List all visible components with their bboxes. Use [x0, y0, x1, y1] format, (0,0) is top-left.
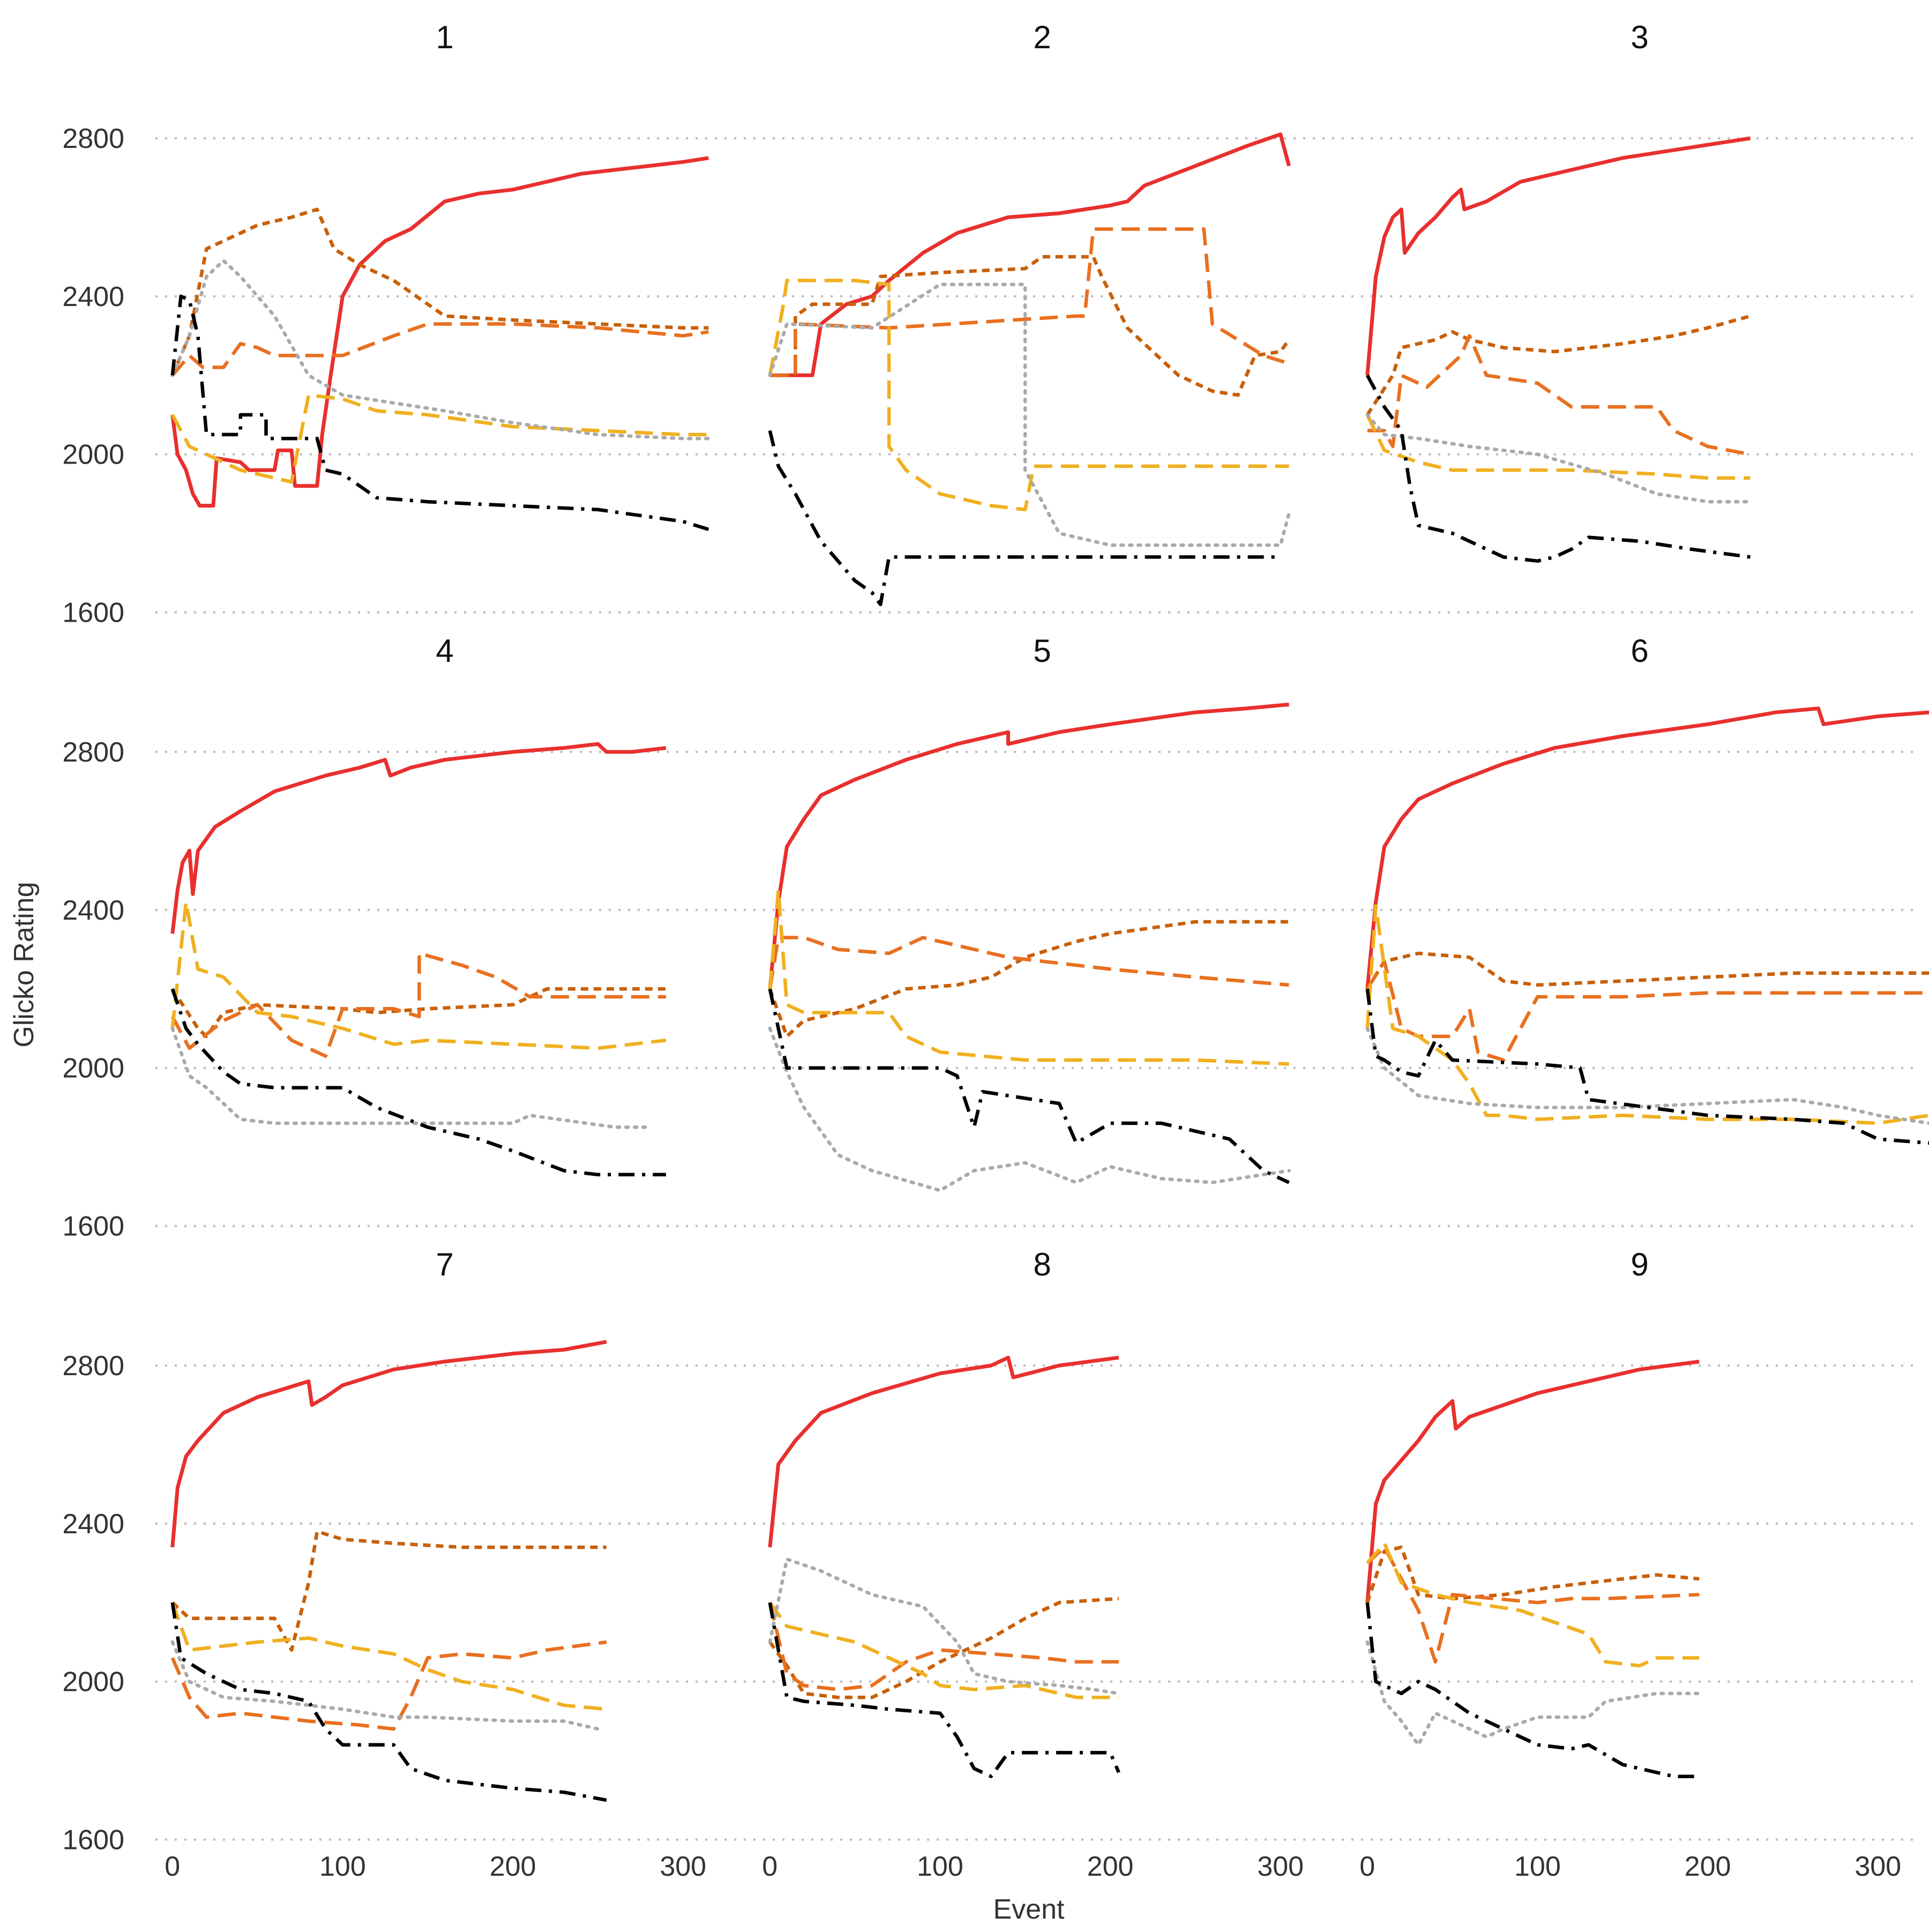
- series-line-facet-3-5: [1365, 413, 1752, 504]
- series-line-facet-7-5: [170, 1640, 600, 1731]
- x-tick-label: 300: [1257, 1851, 1304, 1882]
- x-tick-label: 200: [1087, 1851, 1134, 1882]
- series-line-facet-3-1: [1365, 136, 1751, 376]
- x-tick-label: 100: [1514, 1851, 1561, 1882]
- series-line-facet-9-1: [1365, 1360, 1700, 1603]
- y-tick-label: 2000: [62, 1667, 124, 1698]
- x-tick-label: 100: [319, 1851, 366, 1882]
- series-line-facet-3-6: [1365, 374, 1751, 563]
- series-line-facet-8-1: [768, 1355, 1119, 1548]
- y-tick-label: 2400: [62, 895, 124, 926]
- series-line-facet-1-6: [170, 294, 709, 531]
- lines-layer: [170, 132, 1929, 1802]
- y-tick-label: 2800: [62, 737, 124, 768]
- x-tick-label: 200: [1685, 1851, 1731, 1882]
- series-line-facet-9-5: [1365, 1640, 1701, 1747]
- series-line-facet-4-1: [170, 742, 667, 934]
- series-line-facet-9-3: [1366, 1545, 1700, 1664]
- y-tick-label: 1600: [62, 1211, 124, 1242]
- series-line-facet-7-3: [170, 1640, 607, 1731]
- facet-label-5: 5: [1033, 633, 1051, 669]
- series-line-facet-4-4: [170, 900, 667, 1050]
- series-line-facet-5-6: [768, 988, 1290, 1184]
- y-tick-label: 1600: [62, 1825, 124, 1856]
- series-line-facet-2-3: [769, 227, 1290, 377]
- series-line-facet-7-1: [170, 1340, 607, 1548]
- facet-label-4: 4: [436, 633, 453, 669]
- series-line-facet-6-1: [1365, 706, 1929, 989]
- facet-label-1: 1: [436, 19, 453, 55]
- series-line-facet-6-5: [1365, 1026, 1929, 1125]
- series-line-facet-2-1: [769, 132, 1291, 377]
- series-line-facet-6-6: [1365, 988, 1929, 1145]
- series-line-facet-8-6: [768, 1602, 1120, 1778]
- series-line-facet-5-1: [768, 703, 1289, 989]
- facet-label-3: 3: [1631, 19, 1648, 55]
- series-line-facet-5-2: [768, 920, 1289, 1039]
- x-tick-label: 200: [490, 1851, 536, 1882]
- series-line-facet-6-3: [1366, 959, 1929, 1062]
- series-line-facet-8-3: [768, 1602, 1119, 1691]
- series-line-facet-1-5: [170, 259, 711, 441]
- series-line-facet-5-3: [768, 936, 1289, 989]
- series-line-facet-1-3: [171, 322, 709, 377]
- y-tick-label: 2800: [62, 123, 124, 154]
- series-line-facet-8-5: [768, 1557, 1121, 1696]
- facet-label-2: 2: [1033, 19, 1051, 55]
- series-line-facet-1-1: [170, 156, 709, 508]
- series-line-facet-1-2: [170, 207, 709, 376]
- series-line-facet-8-2: [768, 1597, 1119, 1699]
- series-line-facet-8-4: [768, 1601, 1119, 1699]
- y-axis-label: Glicko Rating: [9, 882, 40, 1047]
- series-line-facet-9-4: [1366, 1541, 1700, 1668]
- facet-label-7: 7: [436, 1247, 453, 1282]
- facet-label-9: 9: [1631, 1247, 1648, 1282]
- series-line-facet-4-5: [170, 1026, 651, 1129]
- series-line-facet-5-4: [768, 888, 1289, 1066]
- series-line-facet-1-4: [170, 393, 709, 484]
- y-tick-label: 2800: [62, 1351, 124, 1382]
- facet-label-8: 8: [1033, 1247, 1051, 1282]
- x-axis-label: Event: [993, 1894, 1065, 1925]
- series-line-facet-2-6: [768, 430, 1281, 607]
- series-line-facet-3-3: [1367, 334, 1751, 456]
- series-line-facet-2-4: [768, 279, 1289, 512]
- x-tick-label: 0: [1359, 1851, 1375, 1882]
- series-line-facet-9-2: [1365, 1545, 1700, 1603]
- series-line-facet-4-3: [170, 951, 666, 1058]
- series-line-facet-7-2: [171, 1530, 607, 1652]
- series-line-facet-2-5: [768, 282, 1291, 547]
- x-tick-label: 300: [1855, 1851, 1901, 1882]
- x-tick-label: 0: [762, 1851, 777, 1882]
- series-line-facet-7-6: [170, 1602, 607, 1802]
- y-tick-label: 2400: [62, 281, 124, 312]
- x-tick-label: 100: [917, 1851, 963, 1882]
- y-tick-label: 2000: [62, 1053, 124, 1084]
- series-line-facet-5-5: [768, 1026, 1291, 1192]
- series-line-facet-3-2: [1366, 314, 1751, 416]
- facet-label-6: 6: [1631, 633, 1648, 669]
- series-line-facet-9-6: [1365, 1602, 1700, 1778]
- x-tick-label: 300: [660, 1851, 706, 1882]
- series-line-facet-3-4: [1365, 414, 1751, 480]
- y-tick-label: 1600: [62, 598, 124, 629]
- y-tick-label: 2000: [62, 439, 124, 471]
- series-line-facet-4-6: [170, 988, 666, 1177]
- series-line-facet-6-4: [1365, 904, 1929, 1125]
- x-tick-label: 0: [165, 1851, 180, 1882]
- series-line-facet-6-2: [1366, 951, 1929, 990]
- y-tick-label: 2400: [62, 1509, 124, 1540]
- series-line-facet-7-4: [170, 1602, 607, 1711]
